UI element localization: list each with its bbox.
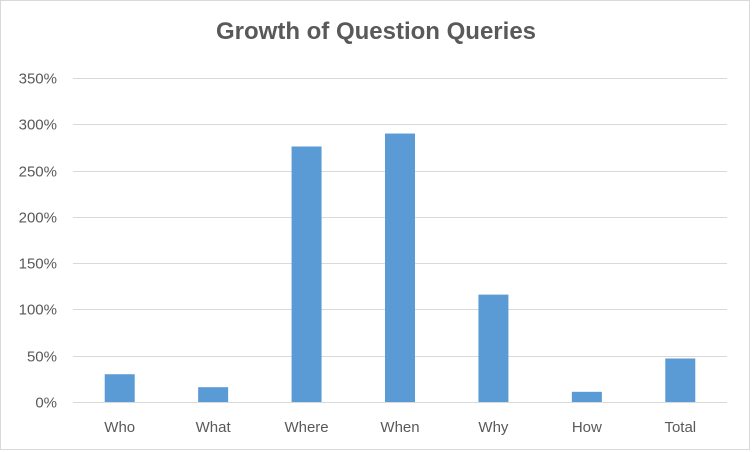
y-axis-tick-labels: 0% 50% 100% 150% 200% 250% 300% 350% [19, 71, 57, 412]
bar-who [104, 374, 135, 402]
x-tick-label: How [572, 419, 602, 436]
x-tick-label: When [380, 419, 419, 436]
y-tick-label: 300% [19, 117, 57, 134]
x-tick-label: Who [104, 419, 135, 436]
y-tick-label: 150% [19, 256, 57, 273]
bar-total [665, 358, 696, 402]
bar-where [291, 146, 322, 402]
x-tick-label: Total [664, 419, 696, 436]
y-tick-label: 200% [19, 210, 57, 227]
x-tick-label: Why [478, 419, 509, 436]
bars [104, 133, 696, 403]
y-tick-label: 350% [19, 71, 57, 88]
bar-why [478, 294, 509, 402]
y-tick-label: 100% [19, 302, 57, 319]
bar-what [198, 387, 229, 402]
x-tick-label: Where [284, 419, 328, 436]
chart-title: Growth of Question Queries [215, 18, 537, 45]
x-axis-tick-labels: Who What Where When Why How Total [104, 419, 696, 436]
y-tick-label: 50% [27, 349, 57, 366]
y-tick-label: 0% [35, 395, 57, 412]
x-tick-label: What [196, 419, 232, 436]
y-tick-label: 250% [19, 164, 57, 181]
bar-when [385, 133, 415, 403]
bar-how [571, 391, 602, 402]
